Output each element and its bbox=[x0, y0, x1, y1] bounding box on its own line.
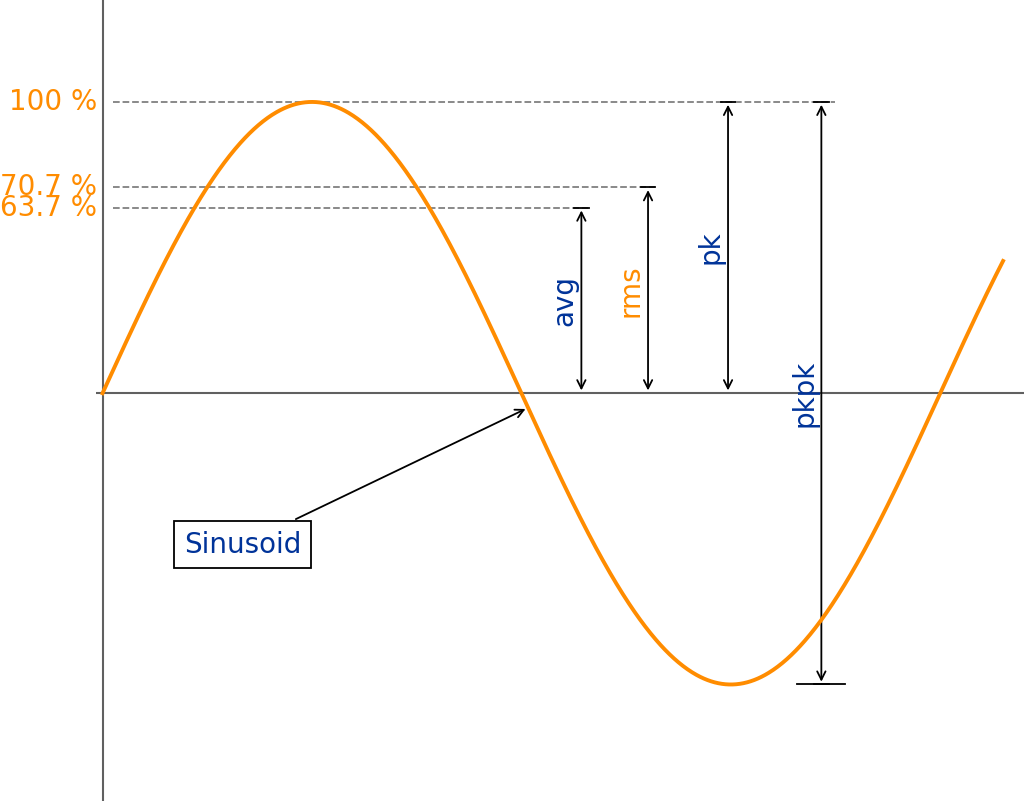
Text: 63.7 %: 63.7 % bbox=[0, 194, 97, 222]
Text: pk: pk bbox=[696, 231, 725, 264]
Text: Sinusoid: Sinusoid bbox=[184, 409, 523, 558]
Text: 70.7 %: 70.7 % bbox=[0, 173, 97, 201]
Text: avg: avg bbox=[550, 275, 578, 326]
Text: pkpk: pkpk bbox=[791, 360, 818, 427]
Text: 100 %: 100 % bbox=[9, 88, 97, 116]
Text: rms: rms bbox=[616, 264, 645, 316]
